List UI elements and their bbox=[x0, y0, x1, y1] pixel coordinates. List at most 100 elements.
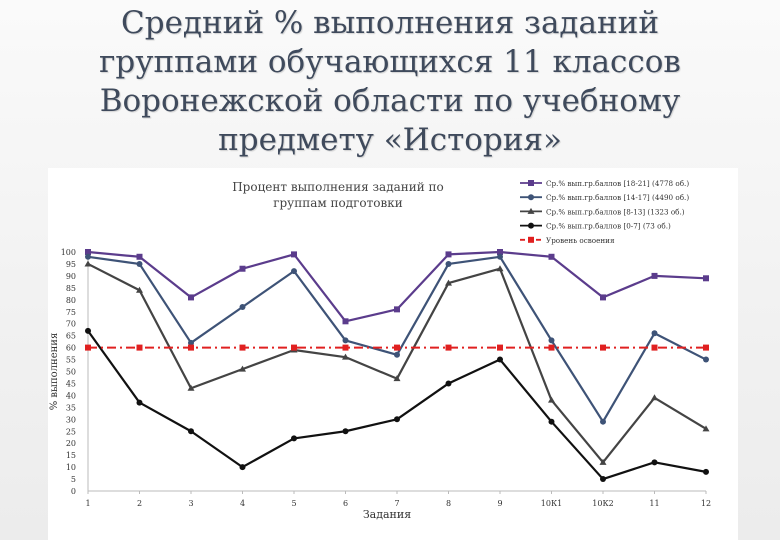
data-point bbox=[394, 344, 400, 351]
data-point bbox=[445, 279, 452, 286]
y-tick-label: 20 bbox=[66, 439, 76, 448]
chart-panel: 0 5 10 15 20 25 30 35 40 45 50 55 60 65 70 75 80 85 90 95 10… bbox=[48, 168, 738, 540]
x-axis-label: Задания bbox=[363, 508, 411, 521]
legend-item: Ср.% вып.гр.баллов [0-7] (73 об.) bbox=[520, 222, 671, 231]
x-tick-label: 5 bbox=[291, 499, 296, 508]
data-point bbox=[600, 294, 606, 301]
data-point bbox=[291, 251, 297, 258]
legend-label: Ср.% вып.гр.баллов [14-17] (4490 об.) bbox=[546, 193, 689, 202]
y-tick-label: 90 bbox=[66, 272, 76, 281]
data-point bbox=[548, 344, 555, 351]
x-tick-label: 8 bbox=[446, 499, 451, 508]
y-tick-label: 70 bbox=[66, 320, 76, 329]
data-point bbox=[342, 428, 349, 435]
x-tick-label: 2 bbox=[137, 499, 142, 508]
y-tick-label: 40 bbox=[66, 391, 76, 400]
legend-marker bbox=[528, 180, 534, 186]
x-tick-label: 3 bbox=[188, 499, 193, 508]
data-point bbox=[342, 353, 349, 360]
data-point bbox=[188, 294, 194, 301]
data-point bbox=[600, 418, 606, 425]
data-point bbox=[85, 327, 91, 334]
legend-marker bbox=[527, 207, 535, 214]
y-tick-label: 15 bbox=[66, 451, 76, 460]
x-tick-label: 4 bbox=[240, 499, 245, 508]
data-point bbox=[394, 351, 400, 358]
x-tick-label: 6 bbox=[343, 499, 348, 508]
data-point bbox=[291, 344, 297, 351]
series-5 bbox=[85, 344, 709, 351]
data-point bbox=[445, 380, 452, 387]
legend-item: Ср.% вып.гр.баллов [18-21] (4778 об.) bbox=[520, 179, 689, 188]
data-point bbox=[136, 253, 143, 260]
data-point bbox=[497, 344, 503, 351]
data-point bbox=[188, 339, 194, 346]
series-3 bbox=[84, 260, 710, 465]
data-point bbox=[702, 425, 710, 432]
data-point bbox=[342, 318, 349, 325]
legend-label: Ср.% вып.гр.баллов [8-13] (1323 об.) bbox=[546, 207, 685, 216]
legend-marker bbox=[528, 222, 534, 229]
data-point bbox=[445, 344, 452, 351]
data-point bbox=[291, 268, 297, 275]
data-point bbox=[136, 286, 143, 293]
y-axis-label: % выполнения bbox=[49, 333, 60, 411]
data-point bbox=[651, 394, 658, 401]
data-point bbox=[187, 384, 195, 391]
series-line bbox=[87, 255, 707, 423]
y-tick-label: 25 bbox=[66, 427, 76, 436]
data-point bbox=[497, 249, 503, 255]
legend: Ср.% вып.гр.баллов [18-21] (4778 об.) Ср.… bbox=[520, 179, 689, 245]
data-point bbox=[651, 272, 658, 279]
data-point bbox=[548, 418, 555, 425]
chart-title: Процент выполнения заданий по группам по… bbox=[232, 180, 444, 210]
data-point bbox=[497, 253, 503, 260]
legend-label: Ср.% вып.гр.баллов [18-21] (4778 об.) bbox=[546, 179, 689, 188]
series-4 bbox=[85, 327, 709, 483]
x-tick-label: 10К1 bbox=[541, 499, 562, 508]
data-point bbox=[136, 260, 143, 267]
data-point bbox=[600, 476, 606, 483]
y-tick-label: 60 bbox=[66, 344, 76, 353]
data-point bbox=[291, 435, 297, 442]
line-chart: 0510152025303540455055606570758085909510… bbox=[49, 179, 711, 521]
data-point bbox=[239, 464, 246, 471]
x-tick-label: 12 bbox=[701, 499, 711, 508]
data-point bbox=[188, 344, 194, 351]
data-point bbox=[85, 249, 91, 255]
data-point bbox=[85, 344, 91, 351]
data-point bbox=[239, 265, 246, 272]
data-point bbox=[651, 459, 658, 466]
x-tick-label: 1 bbox=[85, 499, 90, 508]
y-tick-label: 95 bbox=[66, 260, 76, 269]
data-point bbox=[84, 260, 92, 267]
data-point bbox=[342, 344, 349, 351]
data-point bbox=[548, 253, 555, 260]
data-point bbox=[651, 330, 658, 337]
legend-item: Уровень освоения bbox=[520, 236, 615, 245]
legend-label: Уровень освоения bbox=[546, 236, 615, 245]
data-point bbox=[239, 344, 246, 351]
data-point bbox=[497, 356, 503, 363]
slide-title: Средний % выполнения заданий группами об… bbox=[99, 5, 681, 158]
x-tick-label: 9 bbox=[497, 499, 502, 508]
y-tick-label: 0 bbox=[71, 487, 76, 496]
data-point bbox=[651, 344, 658, 351]
legend-item: Ср.% вып.гр.баллов [8-13] (1323 об.) bbox=[520, 207, 685, 216]
y-tick-label: 5 bbox=[71, 475, 76, 484]
series-1 bbox=[85, 249, 709, 325]
data-point bbox=[445, 260, 452, 267]
x-tick-label: 7 bbox=[394, 499, 399, 508]
data-point bbox=[85, 253, 91, 260]
data-point bbox=[239, 303, 246, 310]
data-point bbox=[600, 344, 606, 351]
data-point bbox=[342, 337, 349, 344]
data-point bbox=[393, 375, 401, 382]
series-2 bbox=[85, 253, 709, 425]
legend-marker bbox=[528, 194, 534, 201]
y-tick-label: 80 bbox=[66, 296, 76, 305]
x-tick-label: 11 bbox=[649, 499, 659, 508]
data-point bbox=[188, 428, 194, 435]
data-point bbox=[703, 344, 709, 351]
y-tick-label: 85 bbox=[66, 284, 76, 293]
